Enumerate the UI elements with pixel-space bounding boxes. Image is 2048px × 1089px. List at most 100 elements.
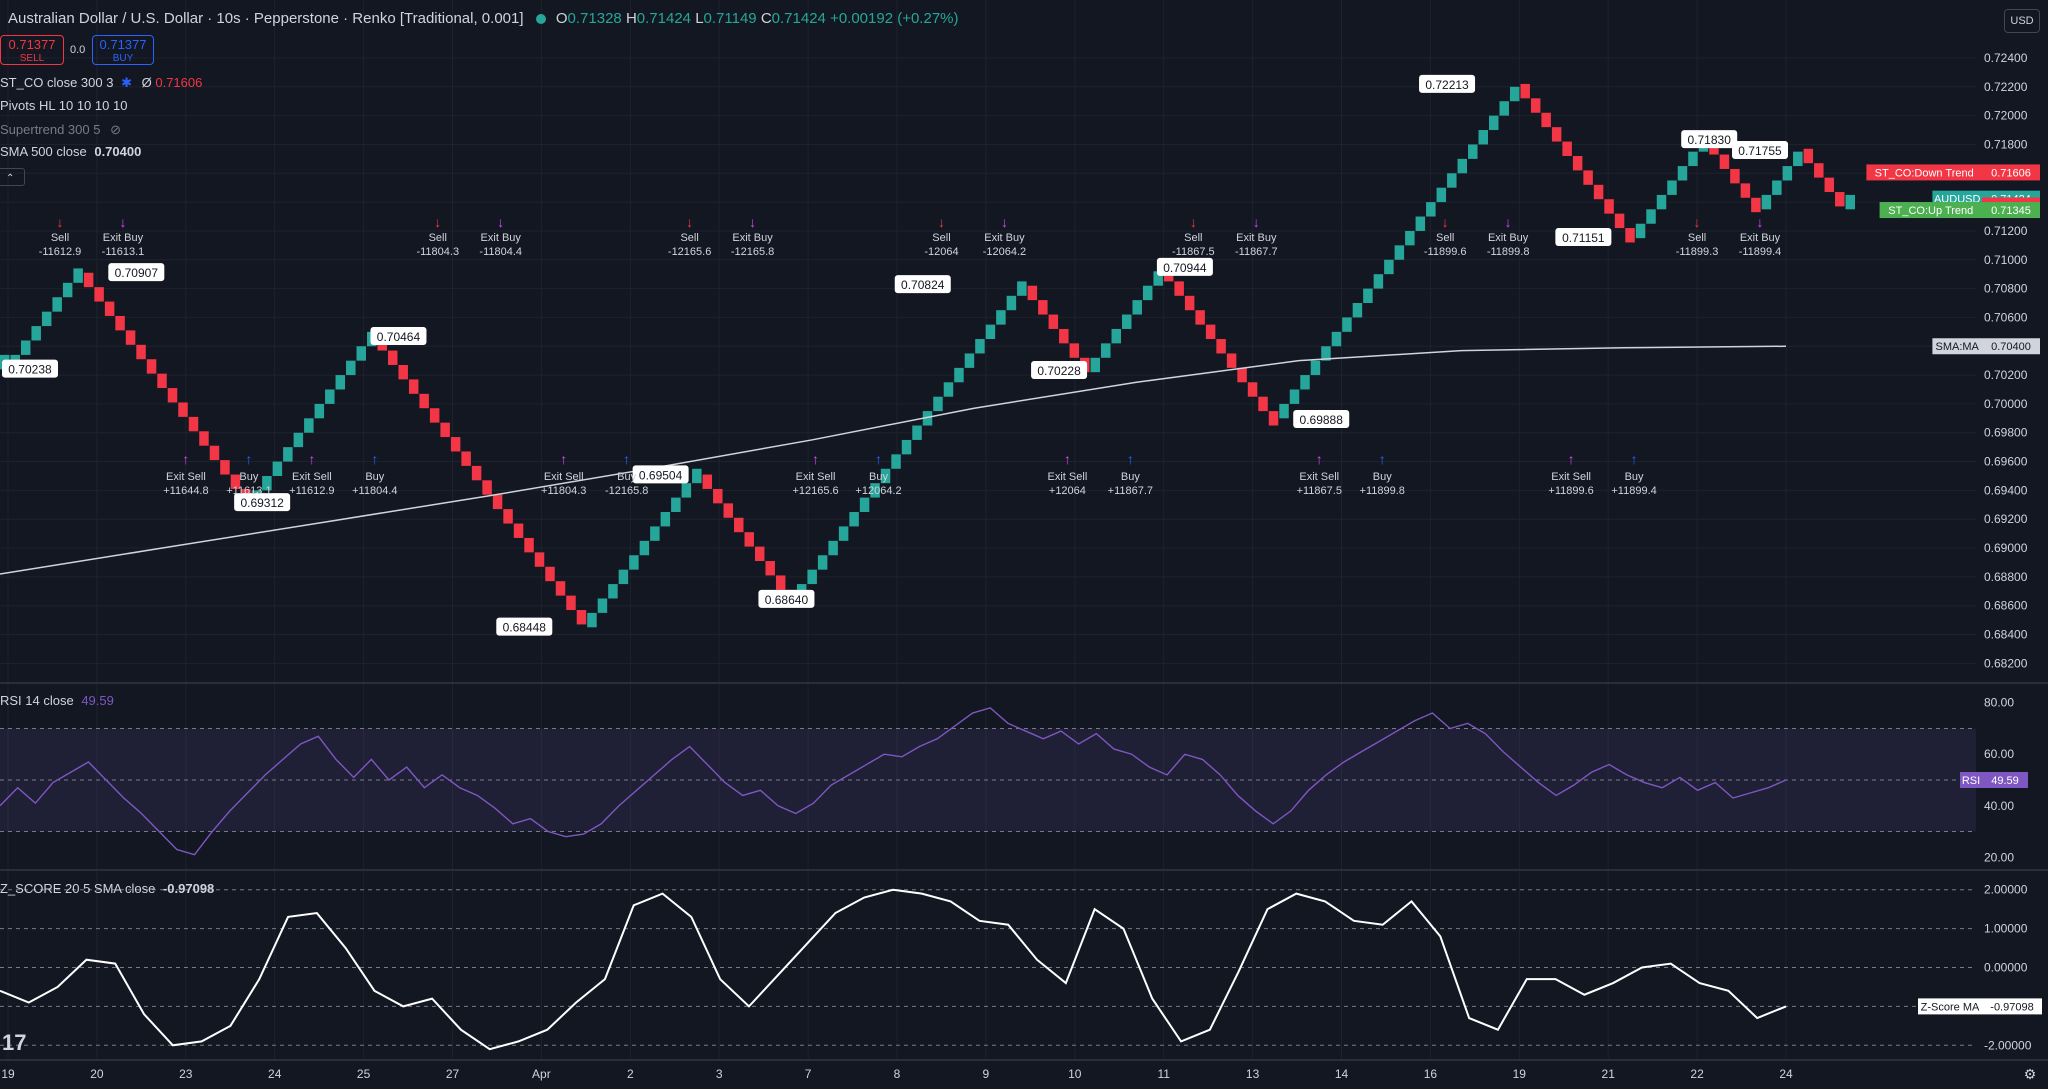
trade-marker-icon: ↓ [1442, 214, 1449, 230]
renko-brick [1646, 209, 1656, 224]
settings-gear-icon: ⚙ [2024, 1066, 2037, 1082]
st-co-value: 0.71606 [155, 75, 203, 90]
renko-brick [492, 494, 503, 510]
renko-brick [41, 311, 52, 327]
renko-brick [1017, 281, 1027, 296]
time-tick-label: 10 [1068, 1067, 1082, 1081]
axis-badge-value-box [1982, 164, 2040, 181]
trade-marker-icon: ↓ [938, 214, 945, 230]
renko-brick [272, 461, 283, 476]
rsi-name: RSI 14 close [0, 693, 74, 708]
price-tick-label: 0.70800 [1984, 282, 2028, 296]
collapse-legend-button[interactable]: ⌃ [0, 168, 25, 186]
renko-brick [513, 523, 524, 538]
renko-brick [807, 569, 817, 585]
axis-badge-title-box [1879, 202, 1982, 219]
renko-brick [440, 422, 450, 438]
renko-brick [1394, 245, 1405, 260]
time-tick-label: 21 [1602, 1067, 1616, 1081]
trade-signal-value: -12165.8 [731, 246, 774, 258]
trade-marker-icon: ↑ [812, 451, 819, 467]
renko-brick [702, 474, 713, 489]
axis-badge-value: 0.70400 [1991, 341, 2031, 353]
trade-signal-name: Sell [51, 232, 69, 244]
trade-marker-icon: ↓ [1694, 214, 1701, 230]
rsi-value: 49.59 [81, 693, 114, 708]
renko-brick [1730, 168, 1740, 184]
renko-brick [482, 480, 492, 495]
renko-brick [1195, 310, 1205, 325]
renko-brick [1793, 151, 1803, 167]
zscore-tick-label: -2.00000 [1984, 1038, 2032, 1052]
renko-brick [1048, 314, 1059, 329]
axis-badge-title-box [1932, 338, 1982, 355]
indicator-zscore[interactable]: Z_SCORE 20 5 SMA close -0.97098 [0, 881, 214, 896]
hidden-eye-icon[interactable]: ⊘ [110, 122, 121, 137]
trade-signal-value: -11613.1 [102, 246, 145, 258]
zscore-badge-title: Z-Score MA [1921, 1001, 1980, 1013]
zscore-tick-label: 0.00000 [1984, 961, 2028, 975]
indicator-pivots[interactable]: Pivots HL 10 10 10 10 [0, 98, 127, 113]
trade-signal-name: Exit Buy [1488, 232, 1529, 244]
renko-brick [209, 445, 220, 461]
renko-brick [304, 418, 314, 433]
renko-brick [933, 396, 943, 412]
sell-button[interactable]: 0.71377 SELL [0, 35, 64, 65]
axis-badge-value-box [1982, 202, 2040, 219]
indicator-st-co[interactable]: ST_CO close 300 3 ✱ Ø 0.71606 [0, 75, 202, 91]
renko-brick [1426, 202, 1436, 217]
sma-line [0, 345, 1787, 575]
trade-signal-name: Exit Sell [544, 471, 584, 483]
renko-brick [1132, 300, 1142, 315]
renko-brick [1667, 180, 1677, 195]
buy-button[interactable]: 0.71377 BUY [92, 35, 154, 65]
symbol-title[interactable]: Australian Dollar / U.S. Dollar · 10s · … [8, 10, 959, 27]
pivot-label-box [370, 327, 427, 346]
price-tick-label: 0.71200 [1984, 224, 2028, 238]
renko-brick [230, 474, 241, 489]
tradingview-logo-icon[interactable]: 17 [2, 1030, 27, 1055]
time-tick-label: 7 [805, 1067, 812, 1081]
trade-signal-value: +12064.2 [855, 485, 901, 497]
renko-brick [1101, 343, 1111, 358]
indicator-rsi[interactable]: RSI 14 close 49.59 [0, 693, 114, 708]
trade-signal-value: -11612.9 [39, 246, 82, 258]
currency-selector[interactable]: USD [2004, 9, 2040, 33]
price-tick-label: 0.70600 [1984, 310, 2028, 324]
renko-brick [1447, 173, 1457, 188]
trade-marker-icon: ↓ [1001, 214, 1008, 230]
rsi-badge-title: RSI [1962, 775, 1980, 787]
time-tick-label: 22 [1690, 1067, 1704, 1081]
trade-signal-name: Buy [869, 471, 888, 483]
renko-brick [178, 402, 188, 417]
settings-icon[interactable]: ✱ [121, 75, 132, 90]
pivot-label-box [1031, 361, 1088, 380]
renko-brick [199, 431, 209, 446]
trade-signal-name: Exit Sell [1551, 471, 1591, 483]
renko-brick [1551, 127, 1562, 142]
trade-marker-icon: ↓ [57, 214, 64, 230]
trade-marker-icon: ↑ [875, 451, 882, 467]
time-tick-label: 2 [627, 1067, 634, 1081]
renko-brick [157, 373, 167, 389]
renko-brick [660, 512, 671, 527]
trade-signal-value: +11804.4 [352, 485, 397, 497]
indicator-supertrend[interactable]: Supertrend 300 5 ⊘ [0, 122, 121, 138]
renko-brick [1625, 228, 1635, 243]
pivot-label: 0.69888 [1300, 413, 1344, 427]
trade-signal-name: Sell [429, 232, 447, 244]
pivot-label-box [894, 275, 951, 294]
pivot-label: 0.72213 [1425, 78, 1469, 92]
renko-brick [671, 497, 681, 513]
renko-brick [1824, 177, 1835, 193]
pivot-label-box [1681, 130, 1738, 149]
indicator-sma[interactable]: SMA 500 close 0.70400 [0, 144, 141, 159]
renko-brick [73, 268, 83, 283]
renko-brick [419, 393, 429, 409]
renko-brick [754, 546, 765, 562]
trade-signal-name: Exit Buy [1740, 232, 1781, 244]
renko-brick [325, 389, 335, 404]
renko-brick [975, 339, 985, 354]
symbol-name: Australian Dollar / U.S. Dollar · 10s · … [8, 10, 524, 27]
